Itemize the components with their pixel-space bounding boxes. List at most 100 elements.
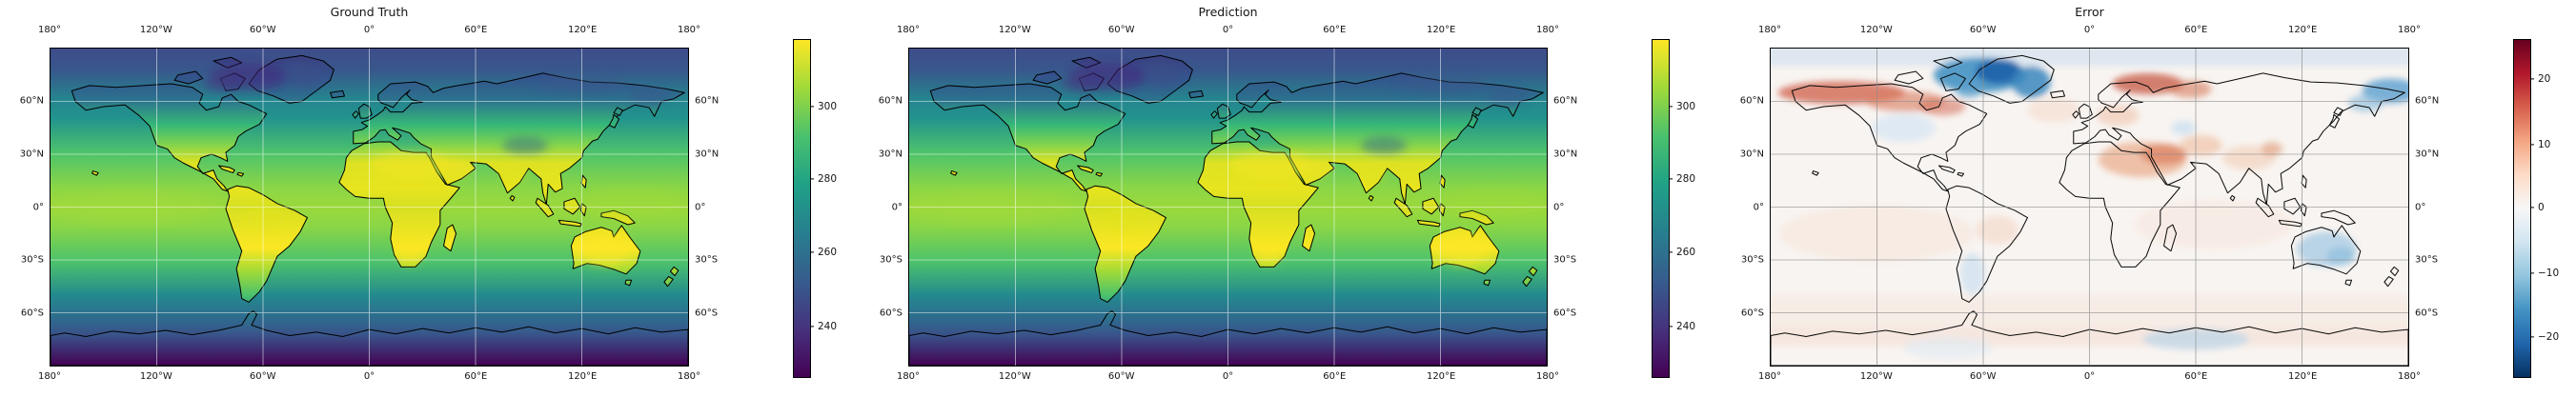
lat-tick-label: 30°S	[695, 254, 719, 266]
lon-tick-label: 60°E	[2184, 371, 2208, 382]
lon-tick-label: 180°	[1535, 25, 1560, 35]
colorbar-tick-mark	[1669, 326, 1673, 328]
colorbar-gradient	[794, 40, 810, 377]
lon-tick-label: 60°W	[1107, 25, 1135, 35]
colorbar-tick-label: 0	[2538, 202, 2545, 214]
ground-truth-map	[50, 48, 689, 367]
panel-title: Prediction	[1198, 5, 1258, 19]
lon-tick-label: 180°	[2397, 25, 2422, 35]
lon-axis-bottom: 180° 120°W 60°W 0° 60°E 120°E 180°	[897, 371, 1559, 384]
lon-tick-label: 120°E	[567, 371, 598, 382]
lon-tick-label: 120°E	[2287, 371, 2318, 382]
lon-tick-label: 180°	[2397, 371, 2422, 382]
lon-axis-top: 180° 120°W 60°W 0° 60°E 120°E 180°	[38, 25, 700, 37]
lon-tick-label: 120°W	[998, 371, 1031, 382]
prediction-map	[908, 48, 1548, 367]
colorbar-tick-mark	[1669, 178, 1673, 180]
lon-tick-label: 120°E	[567, 25, 598, 35]
lat-tick-label: 30°N	[19, 149, 44, 160]
colorbar-tick-mark	[1669, 106, 1673, 108]
lat-tick-label: 0°	[1553, 202, 1565, 212]
colorbar-tick-label: 10	[2538, 138, 2551, 150]
lat-tick-label: 0°	[891, 202, 903, 212]
lon-tick-label: 180°	[37, 371, 62, 382]
ground-truth-colorbar: 300 280 260 240	[793, 39, 837, 378]
lat-tick-label: 30°S	[1740, 254, 1764, 266]
error-colorbar: 20 10 0 −10 −20	[2513, 39, 2559, 378]
lat-tick-label: 60°S	[879, 308, 903, 319]
lon-tick-label: 120°W	[139, 371, 172, 382]
lon-tick-label: 180°	[1757, 371, 1782, 382]
colorbar-tick-label: −10	[2538, 267, 2560, 279]
colorbar-tick-mark	[1669, 251, 1673, 253]
lon-tick-label: 180°	[1535, 371, 1560, 382]
lon-tick-label: 120°W	[998, 25, 1031, 35]
colorbar-tick-label: −20	[2538, 330, 2560, 343]
colorbar-gradient	[1653, 40, 1669, 377]
lat-tick-label: 30°S	[20, 254, 44, 266]
colorbar-tick-label: 280	[1676, 173, 1696, 186]
lon-tick-label: 60°E	[1323, 371, 1347, 382]
lon-tick-label: 60°E	[1323, 25, 1347, 35]
lat-axis-left: 60°N 30°N 0° 30°S 60°S	[0, 48, 44, 367]
lon-tick-label: 60°W	[1969, 371, 1997, 382]
lon-tick-label: 60°W	[1969, 25, 1997, 35]
panel-title: Error	[2075, 5, 2104, 19]
lat-tick-label: 60°S	[695, 308, 719, 319]
lat-tick-label: 30°N	[695, 149, 720, 160]
lon-tick-label: 120°E	[1426, 25, 1456, 35]
lon-tick-label: 120°E	[1426, 371, 1456, 382]
lat-tick-label: 30°N	[1553, 149, 1578, 160]
prediction-map-svg	[909, 49, 1547, 366]
lat-tick-label: 60°S	[20, 308, 44, 319]
lat-tick-label: 0°	[32, 202, 44, 212]
lon-tick-label: 180°	[677, 25, 701, 35]
lat-tick-label: 60°N	[695, 95, 720, 107]
lat-tick-label: 60°N	[2415, 95, 2440, 107]
lat-tick-label: 60°S	[1740, 308, 1764, 319]
lon-tick-label: 0°	[363, 371, 375, 382]
lon-tick-label: 0°	[1222, 25, 1234, 35]
colorbar-ticks: 300 280 260 240	[810, 39, 867, 378]
lat-tick-label: 60°S	[1553, 308, 1577, 319]
lon-tick-label: 60°E	[464, 371, 488, 382]
lat-tick-label: 30°S	[1553, 254, 1577, 266]
lat-tick-label: 30°S	[2415, 254, 2439, 266]
lat-tick-label: 0°	[1753, 202, 1764, 212]
lon-axis-top: 180° 120°W 60°W 0° 60°E 120°E 180°	[1758, 25, 2421, 37]
lat-axis-right: 60°N 30°N 0° 30°S 60°S	[695, 48, 750, 367]
lat-tick-label: 60°N	[878, 95, 903, 107]
lon-tick-label: 120°W	[139, 25, 172, 35]
lon-tick-label: 0°	[2083, 371, 2096, 382]
lat-tick-label: 30°N	[1739, 149, 1764, 160]
lon-axis-bottom: 180° 120°W 60°W 0° 60°E 120°E 180°	[1758, 371, 2421, 384]
lat-axis-right: 60°N 30°N 0° 30°S 60°S	[1553, 48, 1609, 367]
lon-tick-label: 0°	[363, 25, 375, 35]
error-map-svg	[1771, 49, 2408, 366]
colorbar-ticks: 20 10 0 −10 −20	[2530, 39, 2576, 378]
colorbar-ticks: 300 280 260 240	[1669, 39, 1726, 378]
colorbar-tick-label: 20	[2538, 73, 2551, 85]
lon-tick-label: 60°E	[464, 25, 488, 35]
colorbar-tick-mark	[2530, 335, 2534, 338]
colorbar-tick-mark	[810, 106, 814, 108]
colorbar-tick-mark	[810, 326, 814, 328]
lat-tick-label: 60°N	[19, 95, 44, 107]
lat-tick-label: 30°S	[879, 254, 903, 266]
colorbar-tick-label: 300	[818, 101, 838, 113]
lat-tick-label: 0°	[695, 202, 706, 212]
lon-tick-label: 60°W	[1107, 371, 1135, 382]
colorbar-tick-mark	[2530, 78, 2534, 80]
lon-tick-label: 120°W	[1859, 25, 1893, 35]
colorbar-gradient	[2514, 40, 2530, 377]
colorbar-tick-label: 260	[818, 246, 838, 258]
colorbar-tick-mark	[2530, 144, 2534, 146]
lat-axis-left: 60°N 30°N 0° 30°S 60°S	[847, 48, 903, 367]
lon-tick-label: 120°E	[2287, 25, 2318, 35]
lon-tick-label: 180°	[896, 25, 921, 35]
lat-tick-label: 0°	[2415, 202, 2426, 212]
lon-tick-label: 120°W	[1859, 371, 1893, 382]
